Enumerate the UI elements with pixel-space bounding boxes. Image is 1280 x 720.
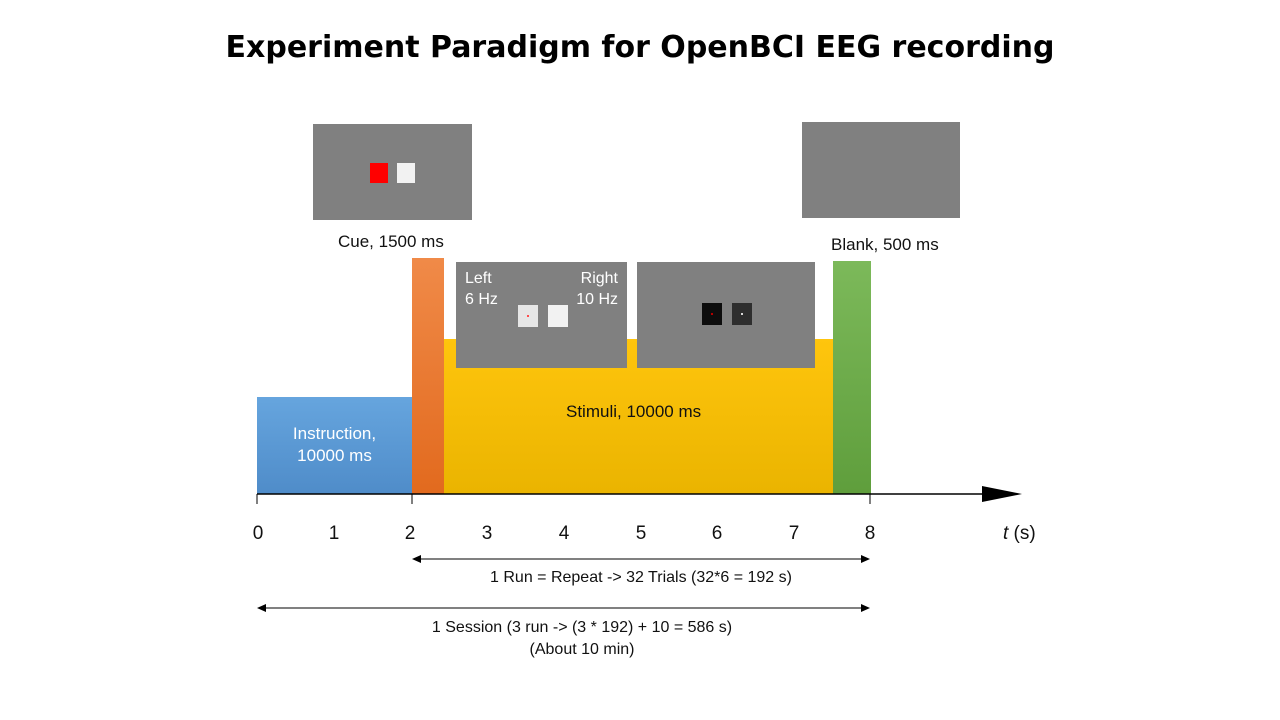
- cue-label: Cue, 1500 ms: [338, 232, 444, 251]
- cue-red-square: [370, 163, 388, 183]
- run-label: 1 Run = Repeat -> 32 Trials (32*6 = 192 …: [490, 569, 792, 586]
- stimulus-screen-flicker: Left 6 Hz Right 10 Hz: [456, 262, 627, 368]
- instruction-block: Instruction, 10000 ms: [257, 397, 412, 494]
- session-label: 1 Session (3 run -> (3 * 192) + 10 = 586…: [332, 617, 832, 661]
- cue-block: [412, 258, 444, 494]
- left-frequency-label: 6 Hz: [465, 291, 498, 308]
- tick-label-7: 7: [788, 523, 800, 544]
- right-frequency-label: 10 Hz: [576, 291, 618, 308]
- blank-block: [833, 261, 871, 494]
- axis-arrowhead-icon: [982, 486, 1022, 502]
- blank-label: Blank, 500 ms: [831, 235, 939, 254]
- right-stimulus-square: [548, 305, 568, 327]
- run-arrow-right-icon: [861, 555, 870, 563]
- tick-label-2: 2: [404, 523, 416, 544]
- instruction-label-line2: 10000 ms: [297, 446, 372, 465]
- instruction-label-line1: Instruction,: [292, 424, 377, 443]
- cue-white-square: [397, 163, 415, 183]
- right-dark-square: [732, 303, 752, 325]
- right-target-label: Right: [580, 270, 618, 287]
- run-arrow-left-icon: [412, 555, 421, 563]
- tick-label-5: 5: [635, 523, 647, 544]
- session-arrow-left-icon: [257, 604, 266, 612]
- time-axis-label: t (s): [1003, 523, 1036, 545]
- tick-label-4: 4: [558, 523, 570, 544]
- blank-screen: [802, 122, 960, 218]
- cue-screen: [313, 124, 472, 220]
- session-label-line1: 1 Session (3 run -> (3 * 192) + 10 = 586…: [431, 619, 733, 636]
- session-label-line2: (About 10 min): [529, 641, 635, 658]
- tick-label-6: 6: [711, 523, 723, 544]
- stimuli-label: Stimuli, 10000 ms: [566, 402, 702, 421]
- tick-label-1: 1: [328, 523, 340, 544]
- time-variable: t: [1003, 523, 1009, 544]
- left-target-label: Left: [465, 270, 492, 287]
- stimulus-screen-dark: [637, 262, 815, 368]
- diagram-title: Experiment Paradigm for OpenBCI EEG reco…: [225, 30, 1055, 65]
- tick-label-0: 0: [252, 523, 264, 544]
- tick-label-8: 8: [864, 523, 876, 544]
- tick-label-3: 3: [481, 523, 493, 544]
- session-arrow-right-icon: [861, 604, 870, 612]
- time-unit: (s): [1008, 523, 1036, 544]
- left-dark-square: [702, 303, 722, 325]
- left-stimulus-square: [518, 305, 538, 327]
